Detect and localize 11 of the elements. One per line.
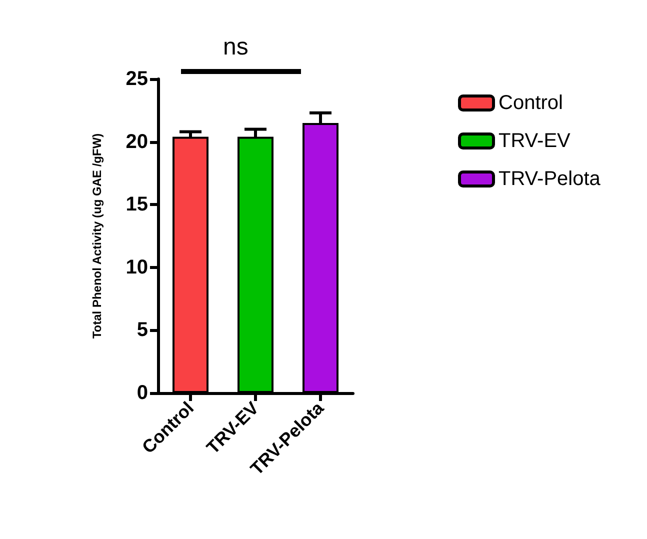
y-axis-title: Total Phenol Activity (ug GAE /gFW) xyxy=(90,133,104,339)
text: ns xyxy=(223,34,248,60)
legend-label: TRV-Pelota xyxy=(498,168,602,190)
y-tick-label: 20 xyxy=(126,130,148,153)
y-tick-label: 0 xyxy=(136,382,148,404)
y-tick-label: 15 xyxy=(126,194,148,216)
y-tick-label: 25 xyxy=(126,68,148,90)
legend-label: Control xyxy=(498,92,563,114)
legend-label: TRV-EV xyxy=(498,130,572,152)
y-tick-label: 10 xyxy=(126,256,148,278)
y-tick-label: 5 xyxy=(136,319,148,342)
